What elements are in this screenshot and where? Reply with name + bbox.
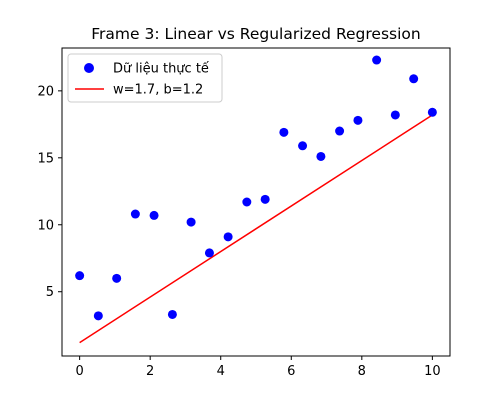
series-layer bbox=[75, 55, 437, 344]
data-point bbox=[316, 151, 326, 161]
data-point bbox=[186, 217, 196, 227]
data-point bbox=[335, 126, 345, 136]
data-point bbox=[93, 311, 103, 321]
x-tick-label: 0 bbox=[75, 364, 83, 379]
data-point bbox=[353, 115, 363, 125]
x-tick-label: 4 bbox=[217, 364, 225, 379]
legend-label-line: w=1.7, b=1.2 bbox=[113, 83, 203, 98]
x-tick-label: 2 bbox=[146, 364, 154, 379]
data-point bbox=[298, 141, 308, 151]
data-point bbox=[260, 194, 270, 204]
x-tick-label: 10 bbox=[424, 364, 441, 379]
data-point bbox=[149, 210, 159, 220]
y-tick-label: 20 bbox=[37, 84, 54, 99]
data-point bbox=[204, 248, 214, 258]
legend-marker-scatter bbox=[84, 63, 94, 73]
x-tick-label: 8 bbox=[358, 364, 366, 379]
data-point bbox=[223, 232, 233, 242]
data-point bbox=[75, 271, 85, 281]
y-tick-label: 10 bbox=[37, 218, 54, 233]
regression-line bbox=[79, 114, 433, 344]
data-point bbox=[390, 110, 400, 120]
data-point bbox=[112, 273, 122, 283]
y-tick-label: 5 bbox=[46, 285, 54, 300]
data-point bbox=[167, 309, 177, 319]
legend-label-scatter: Dữ liệu thực tế bbox=[113, 62, 209, 77]
legend: Dữ liệu thực tế w=1.7, b=1.2 bbox=[67, 53, 223, 103]
data-point bbox=[427, 107, 437, 117]
plot-frame bbox=[61, 47, 451, 357]
data-point bbox=[130, 209, 140, 219]
x-tick-label: 6 bbox=[287, 364, 295, 379]
data-point bbox=[372, 55, 382, 65]
chart-title: Frame 3: Linear vs Regularized Regressio… bbox=[91, 25, 420, 43]
data-point bbox=[242, 197, 252, 207]
y-tick-label: 15 bbox=[37, 151, 54, 166]
data-point bbox=[279, 127, 289, 137]
data-point bbox=[409, 74, 419, 84]
y-axis: 5 10 15 20 bbox=[37, 84, 62, 300]
legend-box bbox=[67, 53, 223, 103]
x-axis: 0 2 4 6 8 10 bbox=[75, 356, 441, 379]
